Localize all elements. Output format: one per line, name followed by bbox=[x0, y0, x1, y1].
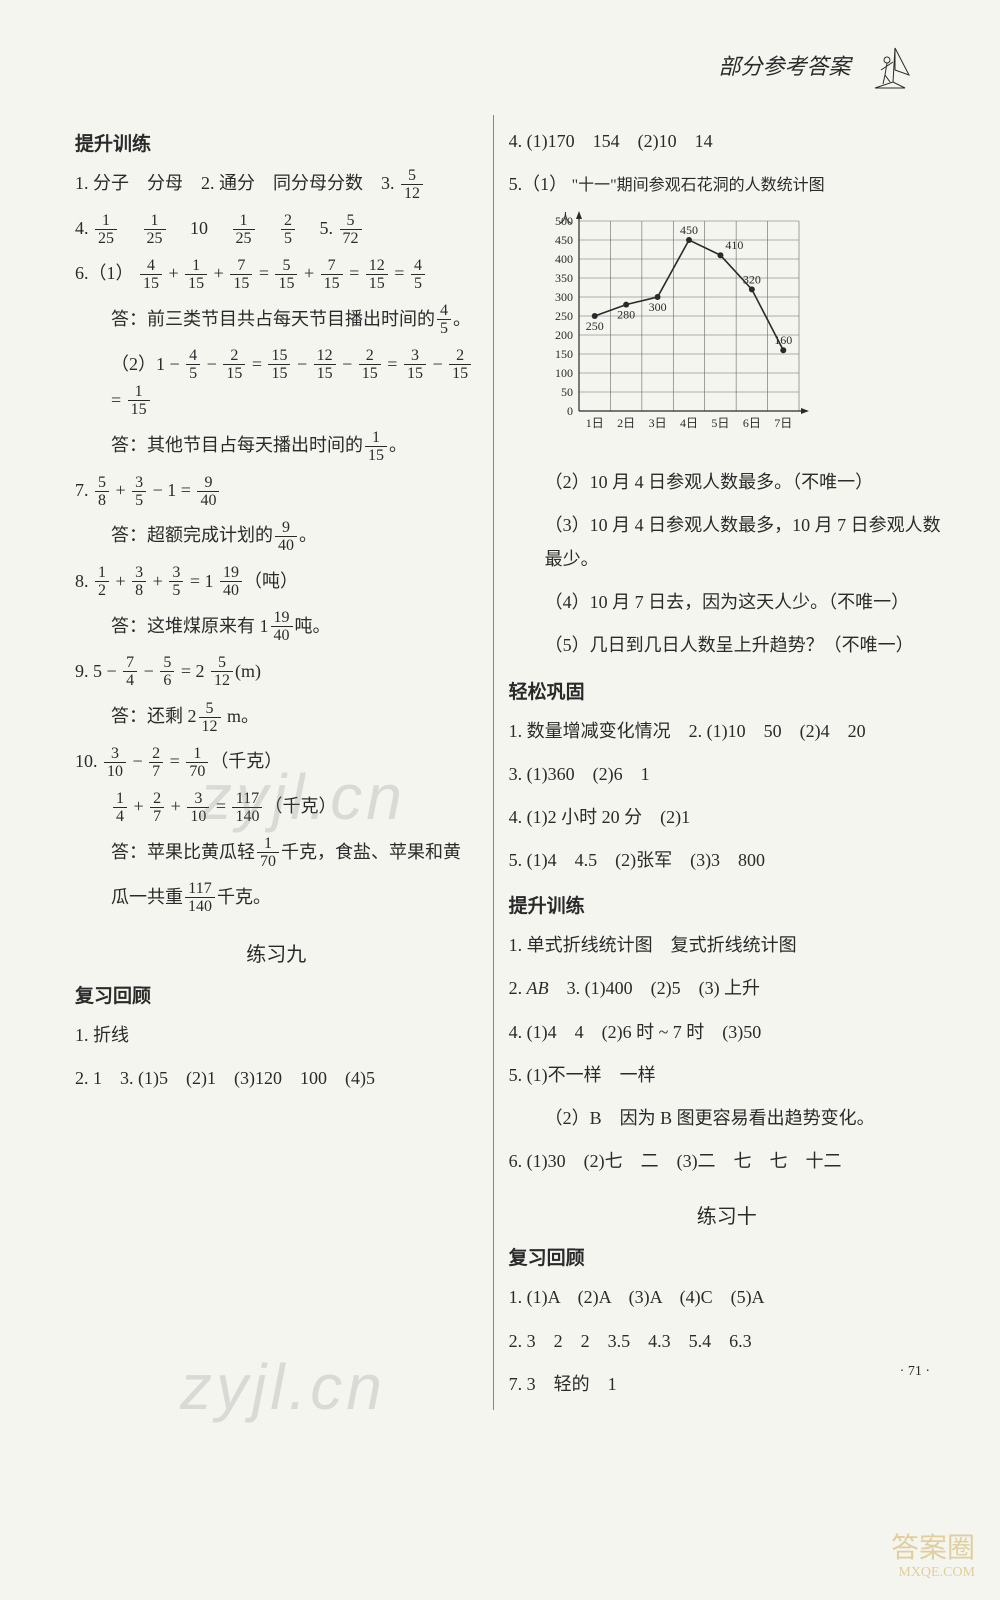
answer-line: 10. 310 − 27 = 170（千克） bbox=[75, 744, 478, 780]
svg-text:7日: 7日 bbox=[774, 416, 792, 430]
answer-line: 2. AB 3. (1)400 (2)5 (3) 上升 bbox=[509, 971, 945, 1005]
svg-text:200: 200 bbox=[555, 328, 573, 342]
answer-line: 8. 12 + 38 + 35 = 1 1940（吨） bbox=[75, 564, 478, 600]
svg-text:300: 300 bbox=[648, 300, 666, 314]
answer-line: 7. 58 + 35 − 1 = 940 bbox=[75, 473, 478, 509]
fraction: 512 bbox=[401, 168, 423, 203]
right-column: 4. (1)170 154 (2)10 14 5.（1） "十一"期间参观石花洞… bbox=[493, 115, 945, 1410]
page-number: · 71 · bbox=[900, 1364, 930, 1380]
answer-line: （2）B 因为 B 图更容易看出趋势变化。 bbox=[545, 1101, 945, 1135]
answer-text: 答：这堆煤原来有 11940吨。 bbox=[111, 609, 478, 645]
answer-line: 6. (1)30 (2)七 二 (3)二 七 七 十二 bbox=[509, 1144, 945, 1178]
answer-line: 5.（1） "十一"期间参观石花洞的人数统计图 bbox=[509, 167, 945, 201]
answer-line: 4. (1)2 小时 20 分 (2)1 bbox=[509, 800, 945, 834]
answer-line: 9. 5 − 74 − 56 = 2 512(m) bbox=[75, 654, 478, 690]
line-chart: 人0501001502002503003504004505001日2日3日4日5… bbox=[539, 211, 945, 456]
answer-line: 4. 125 125 10 125 25 5. 572 bbox=[75, 211, 478, 247]
section-heading: 轻松巩固 bbox=[509, 677, 945, 704]
answer-line: 6.（1） 415 + 115 + 715 = 515 + 715 = 1215… bbox=[75, 256, 478, 292]
answer-text: 答：前三类节目共占每天节目播出时间的45。 bbox=[111, 302, 478, 338]
svg-text:0: 0 bbox=[567, 404, 573, 418]
answer-line: 1. 分子 分母 2. 通分 同分母分数 3. 512 bbox=[75, 166, 478, 202]
svg-text:50: 50 bbox=[561, 385, 573, 399]
svg-text:320: 320 bbox=[742, 272, 760, 286]
answer-line: 4. (1)4 4 (2)6 时 ~ 7 时 (3)50 bbox=[509, 1015, 945, 1049]
answer-line: （2）10 月 4 日参观人数最多。（不唯一） bbox=[545, 465, 945, 499]
page-header: 部分参考答案 bbox=[718, 49, 850, 81]
section-heading: 练习九 bbox=[75, 938, 478, 967]
answer-line: 1. 单式折线统计图 复式折线统计图 bbox=[509, 928, 945, 962]
answer-line: 1. 折线 bbox=[75, 1018, 478, 1052]
answer-line: 1. 数量增减变化情况 2. (1)10 50 (2)4 20 bbox=[509, 714, 945, 748]
answer-line: （2）1 − 45 − 215 = 1515 − 1215 − 215 = 31… bbox=[111, 347, 478, 419]
answer-line: （3）10 月 4 日参观人数最多，10 月 7 日参观人数最少。 bbox=[545, 508, 945, 576]
answer-line: 4. (1)170 154 (2)10 14 bbox=[509, 124, 945, 158]
answer-line: 5. (1)不一样 一样 bbox=[509, 1058, 945, 1092]
svg-text:100: 100 bbox=[555, 366, 573, 380]
answer-text: 答：还剩 2512 m。 bbox=[111, 699, 478, 735]
answer-line: 5. (1)4 4.5 (2)张军 (3)3 800 bbox=[509, 843, 945, 877]
svg-text:280: 280 bbox=[617, 307, 635, 321]
section-heading: 提升训练 bbox=[509, 891, 945, 918]
svg-text:6日: 6日 bbox=[742, 416, 760, 430]
answer-line: 14 + 27 + 310 = 117140（千克） bbox=[111, 789, 478, 825]
chart-title: "十一"期间参观石花洞的人数统计图 bbox=[572, 177, 825, 194]
section-heading: 复习回顾 bbox=[509, 1243, 945, 1270]
answer-text: 瓜一共重117140千克。 bbox=[111, 880, 478, 916]
answer-text: 答：超额完成计划的940。 bbox=[111, 518, 478, 554]
svg-text:500: 500 bbox=[555, 214, 573, 228]
left-column: 提升训练 1. 分子 分母 2. 通分 同分母分数 3. 512 4. 125 … bbox=[75, 115, 493, 1410]
svg-text:5日: 5日 bbox=[711, 416, 729, 430]
svg-text:4日: 4日 bbox=[680, 416, 698, 430]
answer-text: 答：苹果比黄瓜轻170千克，食盐、苹果和黄 bbox=[111, 835, 478, 871]
svg-text:2日: 2日 bbox=[617, 416, 635, 430]
svg-text:450: 450 bbox=[680, 223, 698, 237]
answer-line: 1. (1)A (2)A (3)A (4)C (5)A bbox=[509, 1280, 945, 1314]
windsurfer-icon bbox=[865, 40, 915, 100]
answer-line: 2. 1 3. (1)5 (2)1 (3)120 100 (4)5 bbox=[75, 1061, 478, 1095]
section-heading: 复习回顾 bbox=[75, 981, 478, 1008]
answer-text: 答：其他节目占每天播出时间的115。 bbox=[111, 428, 478, 464]
answer-line: （5）几日到几日人数呈上升趋势？（不唯一） bbox=[545, 628, 945, 662]
svg-text:250: 250 bbox=[555, 309, 573, 323]
svg-text:300: 300 bbox=[555, 290, 573, 304]
svg-text:150: 150 bbox=[555, 347, 573, 361]
answer-line: 2. 3 2 2 3.5 4.3 5.4 6.3 bbox=[509, 1324, 945, 1358]
svg-text:1日: 1日 bbox=[585, 416, 603, 430]
answer-line: 7. 3 轻的 1 bbox=[509, 1367, 945, 1401]
answer-line: 3. (1)360 (2)6 1 bbox=[509, 757, 945, 791]
svg-text:250: 250 bbox=[585, 319, 603, 333]
svg-text:350: 350 bbox=[555, 271, 573, 285]
svg-text:400: 400 bbox=[555, 252, 573, 266]
section-heading: 提升训练 bbox=[75, 129, 478, 156]
answer-line: （4）10 月 7 日去，因为这天人少。（不唯一） bbox=[545, 585, 945, 619]
corner-badge: 答案圈 MXQE.COM bbox=[891, 1534, 975, 1580]
svg-text:450: 450 bbox=[555, 233, 573, 247]
section-heading: 练习十 bbox=[509, 1200, 945, 1229]
svg-text:410: 410 bbox=[725, 238, 743, 252]
svg-text:3日: 3日 bbox=[648, 416, 666, 430]
svg-text:160: 160 bbox=[774, 333, 792, 347]
